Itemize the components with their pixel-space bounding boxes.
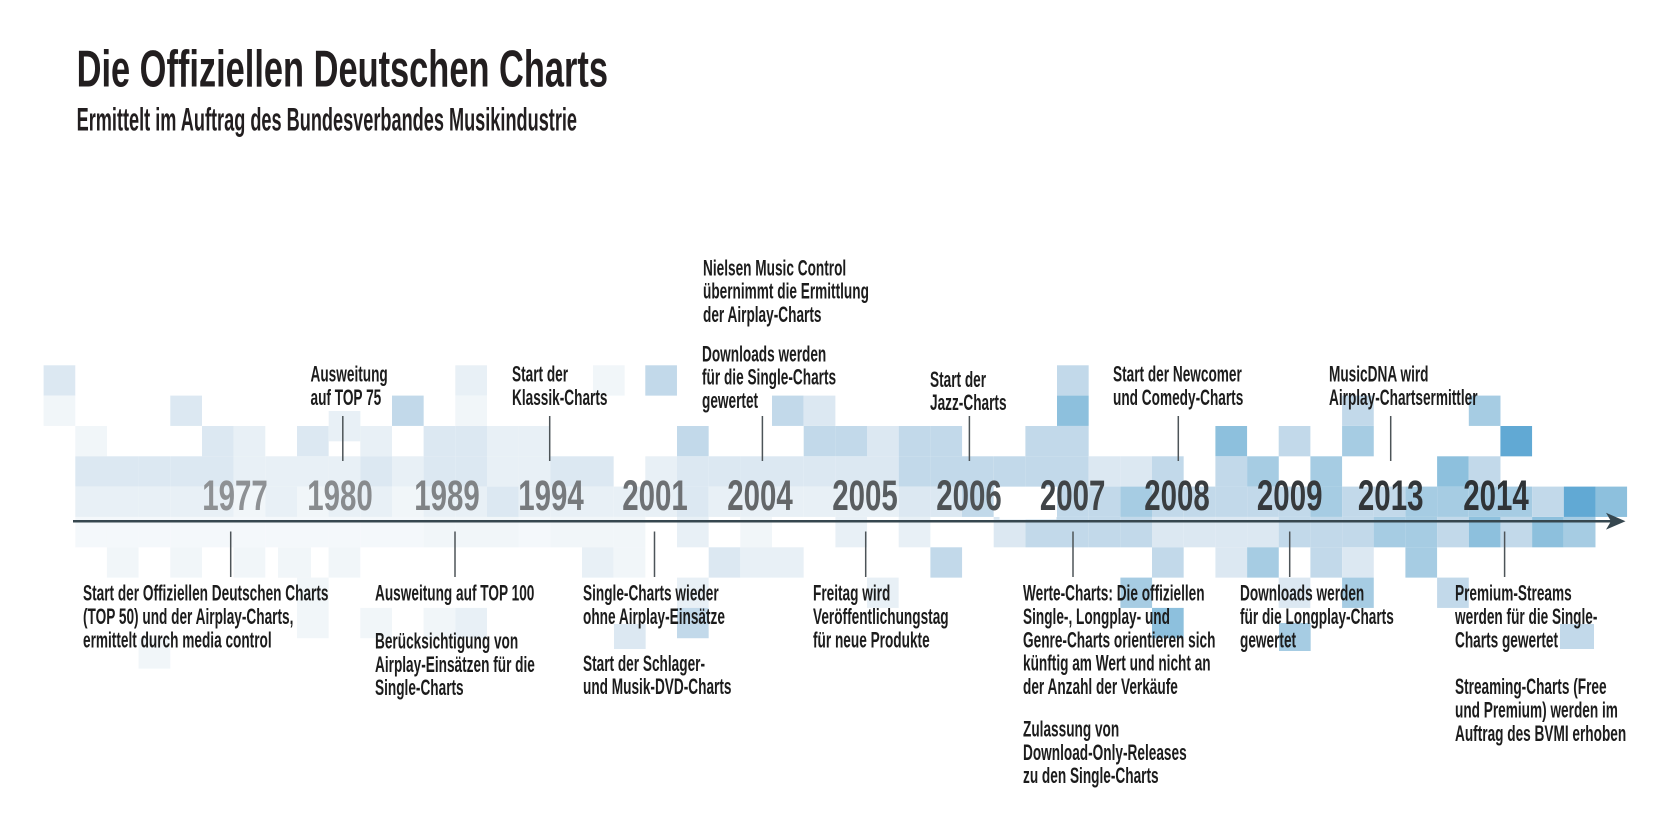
svg-text:ermittelt durch media control: ermittelt durch media control: [83, 627, 272, 652]
svg-text:Airplay-Einsätzen für die: Airplay-Einsätzen für die: [375, 651, 535, 676]
svg-text:Zulassung von: Zulassung von: [1023, 716, 1119, 741]
svg-text:Veröffentlichungstag: Veröffentlichungstag: [813, 604, 949, 629]
svg-text:2014: 2014: [1463, 472, 1529, 520]
svg-text:Airplay-Chartsermittler: Airplay-Chartsermittler: [1329, 384, 1478, 409]
svg-text:Start der: Start der: [512, 361, 568, 386]
svg-text:übernimmt die Ermittlung: übernimmt die Ermittlung: [703, 278, 869, 303]
svg-text:ohne Airplay-Einsätze: ohne Airplay-Einsätze: [583, 604, 725, 629]
svg-text:und Premium) werden im: und Premium) werden im: [1455, 697, 1618, 722]
svg-text:Auftrag des BVMI erhoben: Auftrag des BVMI erhoben: [1455, 720, 1626, 745]
svg-text:für neue Produkte: für neue Produkte: [813, 627, 930, 652]
svg-text:2008: 2008: [1144, 472, 1210, 520]
svg-text:zu den Single-Charts: zu den Single-Charts: [1023, 763, 1159, 788]
svg-text:1977: 1977: [202, 472, 268, 520]
svg-text:2007: 2007: [1040, 472, 1106, 520]
svg-text:für die Single-Charts: für die Single-Charts: [702, 364, 836, 389]
svg-text:Freitag wird: Freitag wird: [813, 580, 890, 605]
svg-text:Start der Offiziellen Deutsche: Start der Offiziellen Deutschen Charts: [83, 580, 328, 605]
svg-text:Single-, Longplay- und: Single-, Longplay- und: [1023, 604, 1170, 629]
svg-text:Single-Charts wieder: Single-Charts wieder: [583, 580, 719, 605]
svg-text:2005: 2005: [832, 472, 898, 520]
svg-text:Streaming-Charts (Free: Streaming-Charts (Free: [1455, 674, 1607, 699]
svg-text:gewertet: gewertet: [1240, 627, 1296, 652]
svg-text:MusicDNA wird: MusicDNA wird: [1329, 361, 1428, 386]
svg-text:Download-Only-Releases: Download-Only-Releases: [1023, 739, 1187, 764]
svg-text:Downloads werden: Downloads werden: [1240, 580, 1364, 605]
svg-text:und Comedy-Charts: und Comedy-Charts: [1113, 384, 1243, 409]
svg-text:2013: 2013: [1358, 472, 1424, 520]
svg-text:Start der Newcomer: Start der Newcomer: [1113, 361, 1242, 386]
svg-text:Start der Schlager-: Start der Schlager-: [583, 650, 705, 675]
svg-text:2009: 2009: [1257, 472, 1323, 520]
svg-text:2001: 2001: [622, 472, 688, 520]
svg-text:und Musik-DVD-Charts: und Musik-DVD-Charts: [583, 674, 731, 699]
svg-text:Nielsen Music Control: Nielsen Music Control: [703, 255, 846, 280]
svg-text:Die Offiziellen Deutschen Char: Die Offiziellen Deutschen Charts: [77, 41, 608, 99]
svg-text:für die Longplay-Charts: für die Longplay-Charts: [1240, 604, 1394, 629]
svg-text:Berücksichtigung von: Berücksichtigung von: [375, 628, 518, 653]
svg-text:Ermittelt im Auftrag des Bunde: Ermittelt im Auftrag des Bundesverbandes…: [77, 101, 577, 138]
svg-text:Ausweitung: Ausweitung: [311, 361, 388, 386]
svg-text:1989: 1989: [414, 472, 480, 520]
svg-text:Start der: Start der: [930, 366, 986, 391]
svg-text:werden für die Single-: werden für die Single-: [1454, 604, 1597, 629]
svg-text:Klassik-Charts: Klassik-Charts: [512, 384, 607, 409]
svg-text:1994: 1994: [518, 472, 584, 520]
svg-text:Premium-Streams: Premium-Streams: [1455, 580, 1572, 605]
svg-text:der Airplay-Charts: der Airplay-Charts: [703, 301, 821, 326]
svg-text:künftig am Wert und nicht an: künftig am Wert und nicht an: [1023, 650, 1211, 675]
svg-text:der Anzahl der Verkäufe: der Anzahl der Verkäufe: [1023, 673, 1178, 698]
svg-text:1980: 1980: [307, 472, 373, 520]
svg-text:Werte-Charts: Die offiziellen: Werte-Charts: Die offiziellen: [1023, 580, 1205, 605]
svg-text:2006: 2006: [936, 472, 1002, 520]
svg-text:Single-Charts: Single-Charts: [375, 675, 464, 700]
svg-text:auf TOP 75: auf TOP 75: [311, 384, 382, 409]
svg-text:Charts gewertet: Charts gewertet: [1455, 627, 1558, 652]
svg-text:Jazz-Charts: Jazz-Charts: [930, 390, 1007, 415]
svg-text:Downloads werden: Downloads werden: [702, 341, 826, 366]
svg-text:Genre-Charts orientieren sich: Genre-Charts orientieren sich: [1023, 627, 1215, 652]
svg-text:gewertet: gewertet: [702, 387, 758, 412]
svg-text:Ausweitung auf TOP 100: Ausweitung auf TOP 100: [375, 580, 534, 605]
svg-text:2004: 2004: [727, 472, 793, 520]
svg-text:(TOP 50) und der Airplay-Chart: (TOP 50) und der Airplay-Charts,: [83, 604, 293, 629]
